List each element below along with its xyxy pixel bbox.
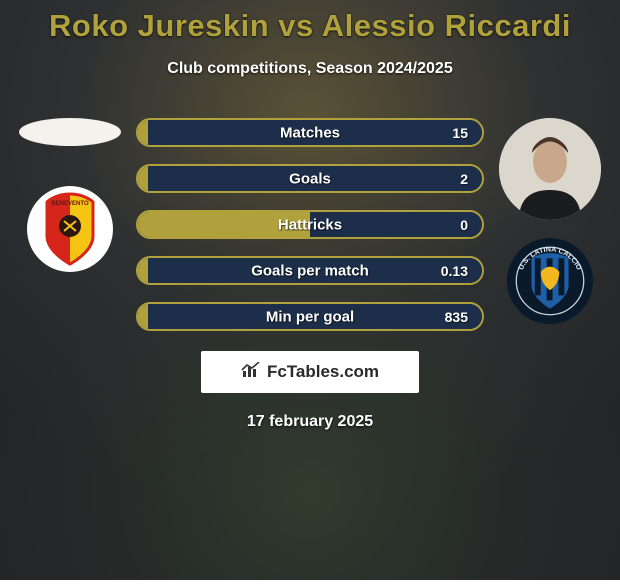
left-column: BENEVENTO [10,118,130,272]
subtitle: Club competitions, Season 2024/2025 [0,60,620,78]
chart-icon [241,362,261,383]
bar-value-right: 0.13 [441,263,468,279]
right-column: U.S. LATINA CALCIO [490,118,610,324]
stat-bar: Hattricks 0 [136,210,484,239]
bar-value-right: 2 [460,171,468,187]
badge-left-label: BENEVENTO [51,201,89,207]
stat-bar: Goals per match 0.13 [136,256,484,285]
bar-label: Hattricks [278,216,342,233]
bar-label: Min per goal [266,308,354,325]
club-badge-right: U.S. LATINA CALCIO [507,238,593,324]
bar-fill-left [138,166,148,191]
page-title: Roko Jureskin vs Alessio Riccardi [0,0,620,44]
bar-fill-left [138,120,148,145]
stat-bar: Goals 2 [136,164,484,193]
bar-label: Goals [289,170,331,187]
bar-value-right: 835 [445,309,468,325]
bar-label: Goals per match [251,262,369,279]
player-right-photo [499,118,601,220]
watermark-text: FcTables.com [267,362,379,382]
player-left-photo-placeholder [19,118,121,146]
bar-fill-left [138,304,148,329]
stat-bar: Matches 15 [136,118,484,147]
player-right-svg [499,118,601,220]
bar-value-right: 15 [452,125,468,141]
bar-fill-left [138,258,148,283]
title-text: Roko Jureskin vs Alessio Riccardi [49,8,571,43]
benevento-badge-svg: BENEVENTO [27,186,113,272]
bars-column: Matches 15 Goals 2 Hattricks 0 Goals per match… [130,118,490,331]
latina-badge-svg: U.S. LATINA CALCIO [507,230,593,332]
main-row: BENEVENTO Matches 15 Goals 2 Hattricks 0 Goals… [0,118,620,331]
bar-value-right: 0 [460,217,468,233]
stat-bar: Min per goal 835 [136,302,484,331]
date-line: 17 february 2025 [0,413,620,431]
bar-label: Matches [280,124,340,141]
content: Roko Jureskin vs Alessio Riccardi Club c… [0,0,620,580]
watermark: FcTables.com [201,351,419,393]
club-badge-left: BENEVENTO [27,186,113,272]
